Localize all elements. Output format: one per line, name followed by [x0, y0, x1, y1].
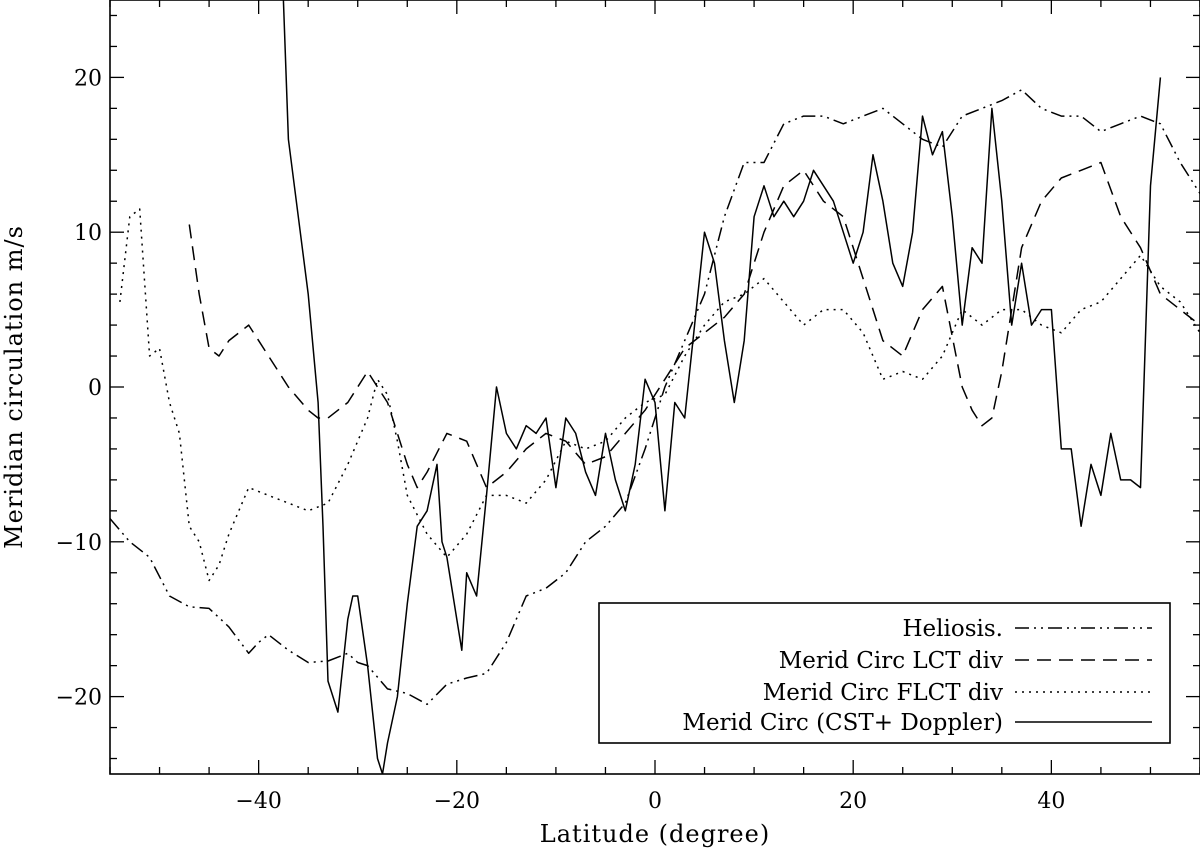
- y-tick-label: −20: [56, 686, 102, 711]
- y-tick-label: 20: [74, 66, 102, 91]
- x-tick-label: 20: [839, 789, 867, 814]
- legend-box: [598, 602, 1171, 744]
- legend: Heliosis. Merid Circ LCT div Merid Circ FL…: [598, 602, 1171, 744]
- legend-entries: Heliosis. Merid Circ LCT div Merid Circ FL…: [682, 616, 1152, 736]
- x-axis-label: Latitude (degree): [540, 820, 770, 848]
- x-tick-label: −20: [434, 789, 480, 814]
- x-tick-label: −40: [235, 789, 281, 814]
- y-tick-label: −10: [56, 531, 102, 556]
- series-line-1: [110, 89, 1200, 706]
- ticks-layer: [109, 0, 1200, 774]
- series-layer: [110, 0, 1200, 774]
- y-tick-label: 0: [88, 376, 102, 401]
- series-line-4: [282, 0, 1162, 774]
- tick-labels-layer: −40 −20 0 20 40 −20 −10 0 10 20: [56, 66, 1066, 814]
- y-tick-label: 10: [74, 221, 102, 246]
- series-line-3: [119, 208, 1200, 582]
- legend-label-2: Merid Circ LCT div: [779, 648, 1003, 674]
- x-tick-label: 0: [648, 789, 662, 814]
- legend-label-4: Merid Circ (CST+ Doppler): [682, 710, 1003, 736]
- x-tick-label: 40: [1037, 789, 1065, 814]
- y-axis-label: Meridian circulation m/s: [0, 225, 28, 549]
- series-line-2: [188, 161, 1200, 489]
- legend-label-1: Heliosis.: [902, 616, 1003, 642]
- legend-label-3: Merid Circ FLCT div: [763, 680, 1003, 706]
